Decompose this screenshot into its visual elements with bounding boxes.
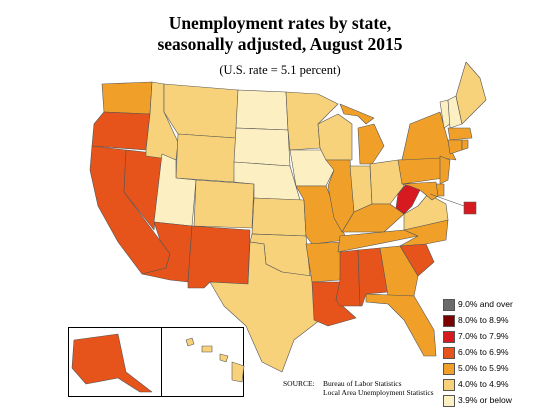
legend-item: 9.0% and over [441,297,556,313]
hawaii-inset-frame [161,327,244,397]
source-note: SOURCE: Bureau of Labor Statistics Local … [283,379,434,397]
state-ga [379,245,419,297]
legend-label: 7.0% to 7.9% [458,331,509,341]
state-ar [305,241,343,283]
state-co [193,179,255,229]
state-nj [439,155,451,185]
state-mi [339,103,385,165]
state-ma [447,127,473,141]
legend-item: 7.0% to 7.9% [441,329,556,345]
legend-label: 9.0% and over [458,299,513,309]
state-pa [397,155,445,185]
legend-swatch [443,379,455,391]
state-ct [447,139,463,155]
legend-swatch [443,315,455,327]
source-line1: Bureau of Labor Statistics [323,379,402,388]
legend-label: 3.9% or below [458,395,512,405]
state-ak [71,333,153,393]
legend-swatch [443,363,455,375]
state-dc [463,201,477,215]
legend-swatch [443,299,455,311]
state-ks [251,197,307,237]
legend-item: 5.0% to 5.9% [441,361,556,377]
legend-label: 5.0% to 5.9% [458,363,509,373]
state-nm [187,225,251,289]
state-va [403,193,449,231]
state-mt [163,83,239,139]
state-ri [461,139,469,151]
state-md [401,181,439,201]
state-or [91,111,151,151]
legend-label: 4.0% to 4.9% [458,379,509,389]
state-hi [185,337,245,383]
state-ny [401,111,457,161]
state-fl [365,293,437,357]
legend: 9.0% and over 8.0% to 8.9% 7.0% to 7.9% 6.0… [441,297,556,409]
state-wi [317,113,353,161]
state-mo [295,185,347,245]
state-oh [369,159,405,205]
legend-item: 4.0% to 4.9% [441,377,556,393]
legend-item: 8.0% to 8.9% [441,313,556,329]
map-title-line2: seasonally adjusted, August 2015 [157,34,403,54]
source-label: SOURCE: [283,379,315,388]
source-line2: Local Area Unemployment Statistics [323,388,434,397]
state-in [349,165,373,213]
state-sd [233,127,291,167]
map-title-line1: Unemployment rates by state, [168,13,392,33]
legend-item: 6.0% to 6.9% [441,345,556,361]
state-ia [289,149,335,187]
state-tx [209,241,321,373]
state-wy [175,133,237,183]
legend-item: 3.9% or below [441,393,556,409]
state-nd [235,89,289,131]
state-wa [101,81,153,115]
dc-callout-line [429,193,465,207]
legend-swatch [443,347,455,359]
legend-label: 8.0% to 8.9% [458,315,509,325]
map-subtitle: (U.S. rate = 5.1 percent) [219,63,341,77]
legend-swatch [443,331,455,343]
legend-label: 6.0% to 6.9% [458,347,509,357]
legend-swatch [443,395,455,407]
state-me [455,61,487,125]
